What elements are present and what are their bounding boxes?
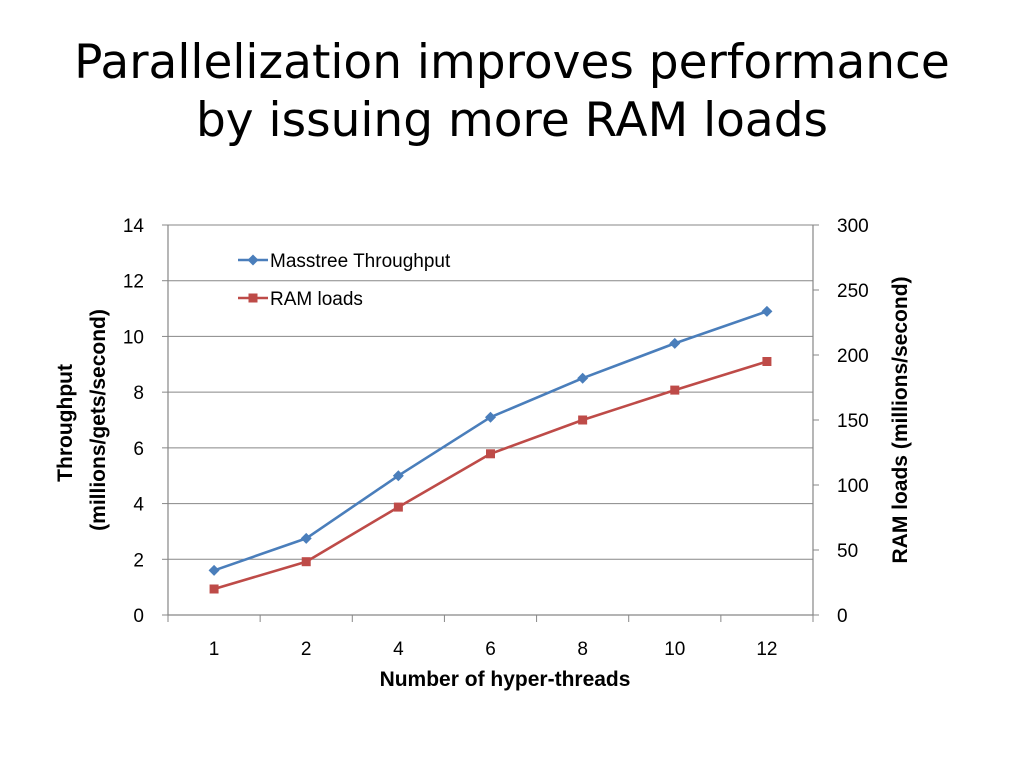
x-tick-label: 1 <box>209 639 220 660</box>
series-line <box>213 310 768 572</box>
legend: Masstree Throughput RAM loads <box>238 251 451 310</box>
slide-title-line-1: Parallelization improves performance <box>74 35 950 90</box>
y-left-tick-label: 0 <box>133 606 144 627</box>
x-tick-label: 6 <box>485 639 496 660</box>
y-right-tick-label: 0 <box>837 606 848 627</box>
series-1 <box>208 305 773 576</box>
y-left-tick-label: 8 <box>133 383 144 404</box>
legend-entry: Masstree Throughput <box>238 251 451 272</box>
legend-label: Masstree Throughput <box>270 251 451 272</box>
gridlines <box>168 224 813 560</box>
series-2 <box>209 357 772 594</box>
x-tick-label: 4 <box>393 639 404 660</box>
x-tick-label: 8 <box>577 639 588 660</box>
y-axis-left-title-line-2: (millions/gets/second) <box>87 309 110 531</box>
y-right-tick-label: 200 <box>837 346 869 367</box>
legend-marker <box>248 293 258 303</box>
data-point <box>485 411 496 423</box>
series-line <box>213 360 768 591</box>
x-tick-label: 2 <box>301 639 312 660</box>
data-point <box>762 357 772 366</box>
x-tick-label: 12 <box>756 639 777 660</box>
legend-marker <box>247 254 259 266</box>
legend-entry: RAM loads <box>238 289 363 310</box>
y-axis-right-title: RAM loads (millions/second) <box>889 276 912 563</box>
axes <box>162 224 819 622</box>
data-point <box>670 385 680 395</box>
data-point <box>392 470 404 482</box>
data-point <box>209 584 219 594</box>
y-right-tick-label: 250 <box>837 281 869 302</box>
y-right-tick-label: 100 <box>837 476 869 497</box>
data-point <box>669 337 681 349</box>
x-axis-title: Number of hyper-threads <box>380 668 631 691</box>
x-tick-label: 10 <box>664 639 685 660</box>
series <box>208 305 773 594</box>
y-right-tick-label: 50 <box>837 541 858 562</box>
legend-label: RAM loads <box>270 289 363 310</box>
slide-title-line-2: by issuing more RAM loads <box>195 93 829 148</box>
data-point <box>300 532 312 544</box>
y-left-tick-label: 14 <box>123 216 145 237</box>
data-point <box>486 449 495 459</box>
y-right-tick-label: 300 <box>837 216 869 237</box>
data-point <box>208 564 220 576</box>
y-axis-left-title-line-1: Throughput <box>54 364 77 482</box>
y-right-tick-label: 150 <box>837 411 869 432</box>
y-left-tick-label: 2 <box>133 550 144 571</box>
y-left-tick-label: 10 <box>123 327 144 348</box>
slide-title: Parallelization improves performance by … <box>0 34 1024 150</box>
data-point <box>577 372 589 384</box>
y-left-tick-label: 6 <box>133 439 144 460</box>
data-point <box>393 502 403 512</box>
y-left-tick-label: 12 <box>123 272 144 293</box>
y-axis-left-title: Throughput (millions/gets/second) <box>54 309 110 531</box>
data-point <box>578 415 588 425</box>
data-point <box>761 305 773 317</box>
y-left-tick-label: 4 <box>133 495 144 516</box>
data-point <box>301 557 311 567</box>
